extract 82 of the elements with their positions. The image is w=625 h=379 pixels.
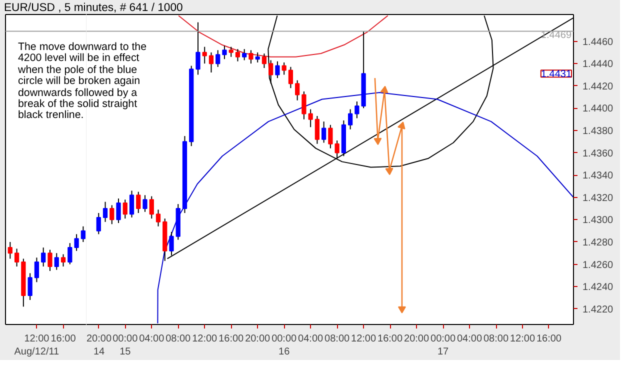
x-tick-label: 04:00: [298, 334, 324, 344]
x-tick-label: 16:00: [378, 334, 403, 344]
candlestick: [48, 249, 52, 272]
y-tick-label: 1.4260: [582, 260, 614, 271]
annotation: The move downward to the 4200 level will be in effect when the pole of the blue circle will be broken again downwards followed by a break of the solid straight black trenline.: [18, 41, 147, 122]
candlestick: [354, 100, 360, 119]
candlestick: [34, 257, 40, 283]
candlestick: [196, 22, 200, 76]
candlestick: [96, 212, 101, 235]
x-tick-label: 16:00: [536, 334, 562, 344]
candlestick: [142, 194, 148, 212]
y-tick-label: 1.4420: [582, 81, 614, 92]
candlestick: [295, 80, 300, 101]
candlestick: [334, 140, 340, 159]
candlestick: [321, 121, 326, 144]
candlestick: [202, 46, 207, 64]
x-tick-label: 12:00: [192, 334, 218, 344]
x-tick-label: 04:00: [457, 334, 482, 344]
chart-title: EUR/USD , 5 minutes, # 641 / 1000: [4, 1, 183, 16]
candlestick: [216, 50, 220, 68]
candlestick: [314, 115, 320, 144]
candlestick: [28, 272, 32, 300]
x-tick-label: 00:00 15: [112, 334, 138, 358]
candlestick: [41, 247, 46, 268]
candlestick: [102, 201, 108, 222]
y-tick-label: 1.4320: [582, 192, 614, 204]
point: [374, 138, 382, 146]
point: [380, 86, 388, 94]
candlestick: [54, 252, 59, 270]
candlestick: [169, 231, 174, 256]
candlestick: [149, 196, 154, 220]
x-tick-label: 04:00: [139, 334, 165, 344]
candlestick: [275, 60, 280, 79]
x-tick-label: 16:00: [218, 334, 244, 344]
y-tick-label: 1.4380: [582, 126, 614, 137]
candlestick: [8, 241, 12, 260]
candlestick: [302, 90, 306, 120]
x-tick-label: 12:00: [510, 334, 536, 344]
x-tick-label: 20:00: [404, 334, 430, 344]
candlestick: [129, 190, 134, 218]
candlestick: [208, 52, 214, 73]
candlestick: [110, 204, 114, 225]
y-tick-label: 1.4240: [582, 282, 614, 294]
y-tick-label: 1.4280: [582, 237, 614, 248]
candlestick: [248, 50, 254, 64]
y-tick-label: 1.4220: [582, 304, 614, 316]
x-tick-label: 16:00: [50, 334, 76, 344]
x-tick-label: 20:00 14: [86, 334, 112, 358]
candlestick: [60, 254, 66, 268]
candlestick: [242, 48, 247, 61]
x-tick-label: 08:00: [484, 334, 509, 344]
candlestick: [80, 226, 86, 242]
candlestick: [136, 191, 141, 214]
candlestick: [288, 66, 294, 89]
candlestick: [328, 124, 333, 149]
candlestick: [74, 234, 79, 252]
candlestick: [348, 108, 353, 130]
candlestick: [282, 62, 286, 76]
y-tick-label: 1.4440: [582, 59, 614, 70]
x-tick-label: 00:00 16: [272, 334, 298, 358]
point: [385, 168, 394, 176]
x-tick-label: 12:00: [351, 334, 377, 344]
candlestick: [255, 52, 260, 63]
candlestick: [14, 248, 20, 268]
x-tick-label: 00:00 17: [430, 334, 456, 358]
y-tick-label: 1.4300: [582, 215, 614, 226]
x-tick-label: 20:00: [245, 334, 271, 344]
x-tick-label: 08:00: [166, 334, 192, 344]
candlestick: [235, 48, 240, 62]
candlestick: [68, 242, 72, 265]
y-tick-label: 1.4460: [582, 36, 614, 48]
y-tick-label: 1.4360: [582, 148, 614, 160]
candlestick: [116, 198, 121, 224]
candlestick: [308, 108, 313, 128]
candlestick: [222, 45, 227, 60]
y-tick-label: 1.4400: [582, 104, 614, 115]
y-tick-label: 1.4340: [582, 170, 614, 182]
candlestick: [156, 209, 161, 227]
x-tick-label: 08:00: [324, 334, 350, 344]
candlestick: [228, 46, 234, 58]
point: [398, 306, 406, 314]
candlestick: [122, 199, 128, 220]
